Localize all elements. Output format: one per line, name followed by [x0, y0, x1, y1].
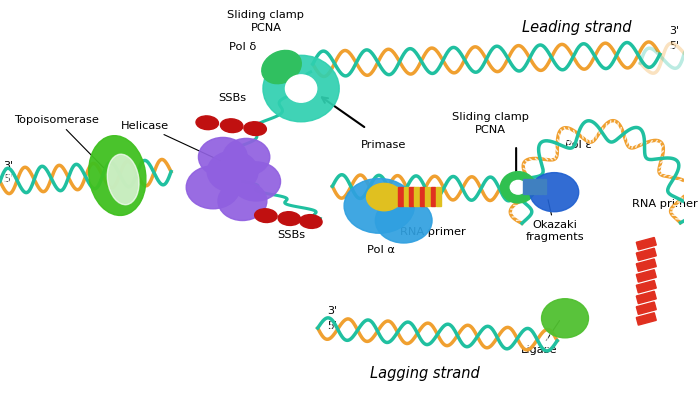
- Bar: [538, 180, 542, 194]
- Text: 5': 5': [670, 41, 680, 51]
- Text: Lagging strand: Lagging strand: [370, 365, 480, 381]
- Ellipse shape: [89, 136, 146, 215]
- Bar: [528, 180, 532, 194]
- Text: Helicase: Helicase: [120, 120, 220, 161]
- Bar: [420, 187, 425, 206]
- Ellipse shape: [530, 173, 579, 212]
- Text: SSBs: SSBs: [277, 230, 305, 240]
- Text: 3': 3': [670, 26, 680, 36]
- Ellipse shape: [218, 182, 267, 221]
- Ellipse shape: [286, 75, 316, 102]
- Polygon shape: [636, 259, 657, 271]
- Ellipse shape: [244, 122, 267, 136]
- Bar: [436, 187, 441, 206]
- Ellipse shape: [367, 184, 402, 211]
- Text: Sliding clamp
PCNA: Sliding clamp PCNA: [228, 10, 304, 33]
- Text: 5': 5': [3, 174, 13, 184]
- Text: Pol δ: Pol δ: [229, 42, 256, 52]
- Bar: [409, 187, 414, 206]
- Bar: [533, 180, 537, 194]
- Text: Pol ε: Pol ε: [566, 140, 592, 150]
- Text: RNA primer: RNA primer: [632, 199, 698, 209]
- Bar: [430, 187, 435, 206]
- Text: SSBs: SSBs: [218, 93, 246, 103]
- Polygon shape: [636, 270, 657, 282]
- Bar: [414, 187, 419, 206]
- Text: Ligase: Ligase: [522, 320, 559, 356]
- Ellipse shape: [500, 172, 536, 203]
- Text: RNA primer: RNA primer: [400, 227, 466, 237]
- Ellipse shape: [262, 50, 301, 84]
- Text: 3': 3': [328, 306, 337, 316]
- Polygon shape: [636, 302, 657, 314]
- Text: 3': 3': [3, 161, 13, 171]
- Ellipse shape: [263, 55, 340, 122]
- Bar: [523, 180, 527, 194]
- Polygon shape: [636, 248, 657, 261]
- Ellipse shape: [207, 151, 258, 192]
- Ellipse shape: [344, 178, 414, 233]
- Ellipse shape: [196, 116, 218, 130]
- Text: Primase: Primase: [360, 140, 406, 150]
- Bar: [393, 187, 398, 206]
- Bar: [398, 187, 403, 206]
- Bar: [425, 187, 430, 206]
- Text: Leading strand: Leading strand: [522, 20, 631, 36]
- Polygon shape: [636, 237, 657, 250]
- Ellipse shape: [107, 154, 139, 205]
- Bar: [542, 180, 547, 194]
- Ellipse shape: [375, 198, 432, 243]
- Text: Pol α: Pol α: [368, 245, 395, 255]
- Bar: [404, 187, 409, 206]
- Ellipse shape: [278, 212, 300, 225]
- Ellipse shape: [223, 138, 270, 176]
- Ellipse shape: [255, 209, 277, 223]
- Ellipse shape: [220, 119, 243, 132]
- Text: Okazaki
fragments: Okazaki fragments: [526, 200, 584, 242]
- Ellipse shape: [542, 299, 589, 338]
- Polygon shape: [636, 313, 657, 325]
- Ellipse shape: [232, 162, 281, 201]
- Text: Topoisomerase: Topoisomerase: [14, 115, 104, 168]
- Ellipse shape: [198, 137, 247, 176]
- Polygon shape: [636, 280, 657, 293]
- Text: 5': 5': [328, 321, 337, 331]
- Ellipse shape: [300, 215, 322, 228]
- Text: Sliding clamp
PCNA: Sliding clamp PCNA: [452, 112, 529, 134]
- Polygon shape: [636, 291, 657, 304]
- Ellipse shape: [186, 166, 240, 209]
- Ellipse shape: [510, 180, 526, 194]
